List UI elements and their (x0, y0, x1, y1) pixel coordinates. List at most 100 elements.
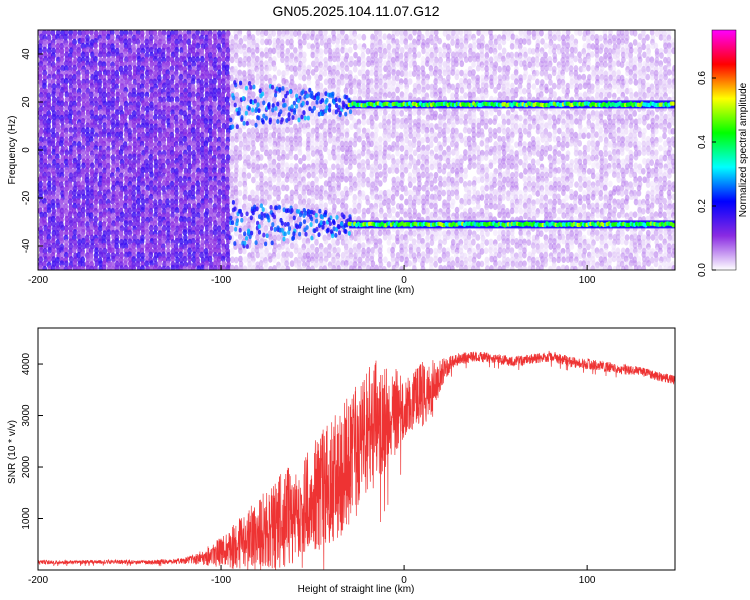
spectrogram-cell (72, 189, 77, 197)
spectrogram-cell (67, 60, 73, 68)
spectrogram-cell (463, 92, 468, 99)
spectrogram-cell (132, 153, 137, 161)
spectrogram-cell (195, 104, 201, 112)
spectrogram-cell (327, 137, 333, 144)
spectrogram-cell (199, 86, 205, 94)
spectrogram-cell (110, 265, 116, 270)
spectrogram-cell (81, 96, 86, 104)
spectrogram-cell (221, 265, 227, 270)
spectrogram-cell (42, 69, 48, 77)
spectrogram-cell (225, 171, 231, 178)
spectrogram-cell (144, 113, 150, 121)
spectrogram-cell (68, 238, 74, 245)
spectrogram-cell (149, 264, 154, 270)
spectrogram-cell (85, 127, 90, 134)
spectrogram-cell (195, 42, 201, 50)
spectrogram-cell (182, 122, 188, 129)
spectrogram-cell (144, 228, 150, 236)
spectrogram-cell (199, 104, 205, 112)
spectrogram-cell (220, 216, 226, 223)
spectrogram-cell (450, 69, 456, 76)
spectrogram-cell (466, 127, 472, 135)
spectrogram-cell (60, 77, 66, 85)
spectrogram-cell (149, 46, 154, 54)
spectrogram-cell (411, 176, 417, 184)
spectrogram-cell (335, 239, 340, 246)
spectrogram-cell (213, 64, 218, 72)
spectrogram-cell (135, 38, 141, 46)
spectrogram-cell (84, 216, 90, 223)
spectrogram-cell (111, 140, 116, 147)
spectrogram-cell (212, 157, 217, 165)
spectrogram-cell (148, 224, 154, 232)
spectrogram-cell (395, 109, 400, 117)
spectrogram-cell (131, 176, 137, 183)
spectrogram-cell (211, 140, 217, 148)
spectrogram-cell (212, 95, 218, 103)
spectrogram-cell (118, 193, 124, 201)
spectrogram-cell (85, 122, 90, 130)
spectrogram-cell (195, 247, 201, 254)
spectrogram-cell (412, 265, 417, 270)
spectrogram-cell (46, 122, 51, 130)
spectrogram-cell (216, 211, 221, 219)
spectrogram-cell (77, 64, 83, 72)
spectrogram-cell (63, 265, 69, 270)
spectrogram-cell (191, 211, 197, 219)
spectrogram-cell (347, 163, 353, 171)
spectrogram-cell (97, 153, 103, 161)
spectrogram-cell (89, 224, 95, 232)
spectrogram-cell (246, 108, 252, 116)
spectrogram-cell (175, 264, 180, 270)
spectrogram-cell (38, 175, 43, 183)
spectrogram-cell (42, 113, 48, 121)
spectrogram-cell (84, 167, 90, 174)
spectrogram-cell (373, 228, 379, 236)
spectrogram-cell (135, 69, 141, 76)
spectrogram-cell (47, 158, 53, 165)
spectrogram-cell (123, 264, 129, 270)
spectrogram-cell (42, 46, 48, 54)
spectrogram-cell (98, 118, 103, 125)
spectrogram-cell (433, 261, 438, 268)
spectrogram-cell (437, 68, 443, 76)
spectrogram-cell (356, 207, 362, 214)
spectrogram-cell (55, 180, 61, 188)
spectrogram-cell (297, 265, 302, 270)
spectrogram-cell (322, 171, 328, 178)
spectrogram-cell (174, 33, 180, 41)
spectrogram-cell (132, 117, 137, 125)
spectrogram-cell (59, 229, 64, 237)
spectrogram-cell (42, 175, 48, 183)
spectrogram-cell (200, 55, 205, 63)
spectrogram-cell (391, 206, 396, 214)
spectrogram-cell (152, 193, 158, 201)
spectrogram-cell (331, 264, 337, 270)
spectrogram-cell (399, 110, 405, 117)
spectrogram-cell (224, 64, 230, 72)
spectrogram-cell (382, 52, 387, 60)
spectrogram-cell (170, 185, 176, 192)
spectrogram-cell (268, 140, 274, 147)
spectrogram-cell (42, 30, 47, 36)
spectrogram-cell (314, 65, 319, 73)
spectrogram-cell (276, 69, 282, 77)
spectrogram-cell (101, 140, 107, 148)
spectrogram-cell (139, 73, 145, 81)
spectrogram-cell (377, 109, 383, 117)
spectrogram-cell (356, 60, 362, 67)
spectrogram-cell (55, 265, 60, 270)
spectrogram-cell (98, 193, 104, 201)
spectrogram-cell (327, 154, 333, 161)
spectrogram-cell (441, 167, 447, 175)
spectrogram-cell (161, 203, 167, 210)
spectrogram-cell (72, 38, 77, 46)
spectrogram-cell (68, 220, 74, 227)
spectrogram-cell (80, 127, 86, 135)
spectrogram-cell (404, 42, 409, 50)
spectrogram-cell (38, 202, 44, 209)
spectrogram-cell (183, 60, 188, 67)
spectrogram-cell (55, 47, 61, 55)
spectrogram-cell (145, 265, 150, 270)
